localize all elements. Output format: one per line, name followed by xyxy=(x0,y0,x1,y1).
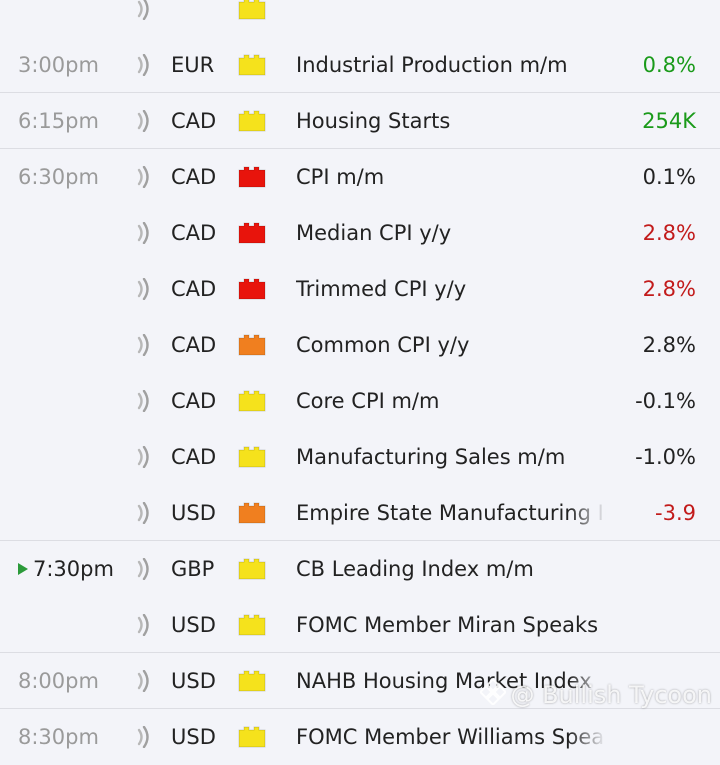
impact-low-icon xyxy=(238,54,266,76)
sound-alert-icon[interactable] xyxy=(136,221,154,245)
impact-low-icon xyxy=(238,614,266,636)
impact-medium-icon xyxy=(238,502,266,524)
event-row[interactable]: USD Empire State Manufacturing Index -3.9 xyxy=(0,485,720,541)
event-currency: USD xyxy=(171,669,216,693)
event-title[interactable]: CB Leading Index m/m xyxy=(296,557,534,581)
event-actual-value xyxy=(616,597,696,653)
logo-icon xyxy=(479,677,508,714)
event-title[interactable]: Empire State Manufacturing Index xyxy=(296,501,606,525)
impact-low-icon xyxy=(238,558,266,580)
event-title[interactable]: Common CPI y/y xyxy=(296,333,470,357)
event-title[interactable]: Industrial Production m/m xyxy=(296,53,568,77)
event-actual-value: 254K xyxy=(642,109,696,133)
event-currency: USD xyxy=(171,501,216,525)
event-currency: EUR xyxy=(171,53,215,77)
event-time-label: 8:00pm xyxy=(18,669,99,693)
event-actual-value: 0.8% xyxy=(642,53,696,77)
event-row[interactable] xyxy=(0,0,720,37)
watermark-text: @ Bullish Tycoon xyxy=(510,681,712,709)
sound-alert-icon[interactable] xyxy=(136,557,154,581)
event-title[interactable]: Housing Starts xyxy=(296,109,451,133)
event-actual-value: -1.0% xyxy=(635,445,696,469)
event-row[interactable]: 8:30pm USD FOMC Member Williams Speaks xyxy=(0,709,720,765)
impact-low-icon xyxy=(238,726,266,748)
event-currency: CAD xyxy=(171,221,217,245)
event-time-label: 6:15pm xyxy=(18,109,99,133)
event-actual-value: 2.8% xyxy=(642,221,696,245)
event-row[interactable]: CAD Median CPI y/y 2.8% xyxy=(0,205,720,261)
event-row[interactable]: CAD Core CPI m/m -0.1% xyxy=(0,373,720,429)
event-row[interactable]: CAD Trimmed CPI y/y 2.8% xyxy=(0,261,720,317)
event-actual-value xyxy=(616,0,696,37)
impact-low-icon xyxy=(238,446,266,468)
event-time: 8:30pm xyxy=(18,709,99,765)
event-currency: GBP xyxy=(171,557,215,581)
event-title[interactable]: CPI m/m xyxy=(296,165,385,189)
event-currency: CAD xyxy=(171,109,217,133)
sound-alert-icon[interactable] xyxy=(136,165,154,189)
event-time: 3:00pm xyxy=(18,37,99,93)
event-currency: USD xyxy=(171,613,216,637)
event-row[interactable]: 8:00pm USD NAHB Housing Market Index xyxy=(0,653,720,709)
event-actual-value: -0.1% xyxy=(635,389,696,413)
event-row[interactable]: 6:30pm CAD CPI m/m 0.1% xyxy=(0,149,720,205)
event-actual-value: 0.1% xyxy=(642,165,696,189)
event-row[interactable]: USD FOMC Member Miran Speaks xyxy=(0,597,720,653)
sound-alert-icon[interactable] xyxy=(136,669,154,693)
sound-alert-icon[interactable] xyxy=(136,277,154,301)
event-title[interactable]: Manufacturing Sales m/m xyxy=(296,445,566,469)
impact-low-icon xyxy=(238,0,266,20)
event-currency: CAD xyxy=(171,333,217,357)
event-row[interactable]: 7:30pm GBP CB Leading Index m/m xyxy=(0,541,720,597)
event-time-label: 7:30pm xyxy=(33,557,114,581)
impact-high-icon xyxy=(238,278,266,300)
event-actual-value xyxy=(616,541,696,597)
event-title[interactable]: NAHB Housing Market Index xyxy=(296,669,592,693)
impact-low-icon xyxy=(238,670,266,692)
event-title[interactable] xyxy=(296,0,626,37)
event-currency: CAD xyxy=(171,389,217,413)
event-actual-value xyxy=(616,709,696,765)
event-row[interactable]: 3:00pm EUR Industrial Production m/m 0.8% xyxy=(0,37,720,93)
sound-alert-icon[interactable] xyxy=(136,389,154,413)
event-title[interactable]: FOMC Member Miran Speaks xyxy=(296,613,599,637)
impact-low-icon xyxy=(238,390,266,412)
event-title[interactable]: Core CPI m/m xyxy=(296,389,440,413)
impact-high-icon xyxy=(238,222,266,244)
sound-alert-icon[interactable] xyxy=(136,53,154,77)
sound-alert-icon[interactable] xyxy=(136,501,154,525)
current-time-marker-icon xyxy=(18,563,28,575)
event-row[interactable]: 6:15pm CAD Housing Starts 254K xyxy=(0,93,720,149)
event-row[interactable]: CAD Common CPI y/y 2.8% xyxy=(0,317,720,373)
event-actual-value: 2.8% xyxy=(642,277,696,301)
event-title[interactable]: FOMC Member Williams Speaks xyxy=(296,725,606,749)
event-title[interactable]: Median CPI y/y xyxy=(296,221,452,245)
impact-high-icon xyxy=(238,166,266,188)
event-currency: CAD xyxy=(171,165,217,189)
sound-alert-icon[interactable] xyxy=(136,0,154,21)
event-time-label: 3:00pm xyxy=(18,53,99,77)
event-time: 6:30pm xyxy=(18,149,99,205)
event-currency: USD xyxy=(171,725,216,749)
event-time-label: 6:30pm xyxy=(18,165,99,189)
event-currency: CAD xyxy=(171,277,217,301)
sound-alert-icon[interactable] xyxy=(136,613,154,637)
event-currency: CAD xyxy=(171,445,217,469)
sound-alert-icon[interactable] xyxy=(136,445,154,469)
sound-alert-icon[interactable] xyxy=(136,109,154,133)
impact-medium-icon xyxy=(238,334,266,356)
event-row[interactable]: CAD Manufacturing Sales m/m -1.0% xyxy=(0,429,720,485)
event-actual-value: -3.9 xyxy=(655,501,696,525)
event-actual-value: 2.8% xyxy=(642,333,696,357)
event-time: 6:15pm xyxy=(18,93,99,149)
watermark: @ Bullish Tycoon xyxy=(479,677,712,714)
event-time-label: 8:30pm xyxy=(18,725,99,749)
sound-alert-icon[interactable] xyxy=(136,725,154,749)
event-time: 7:30pm xyxy=(18,541,114,597)
impact-low-icon xyxy=(238,110,266,132)
event-title[interactable]: Trimmed CPI y/y xyxy=(296,277,467,301)
event-time: 8:00pm xyxy=(18,653,99,709)
sound-alert-icon[interactable] xyxy=(136,333,154,357)
